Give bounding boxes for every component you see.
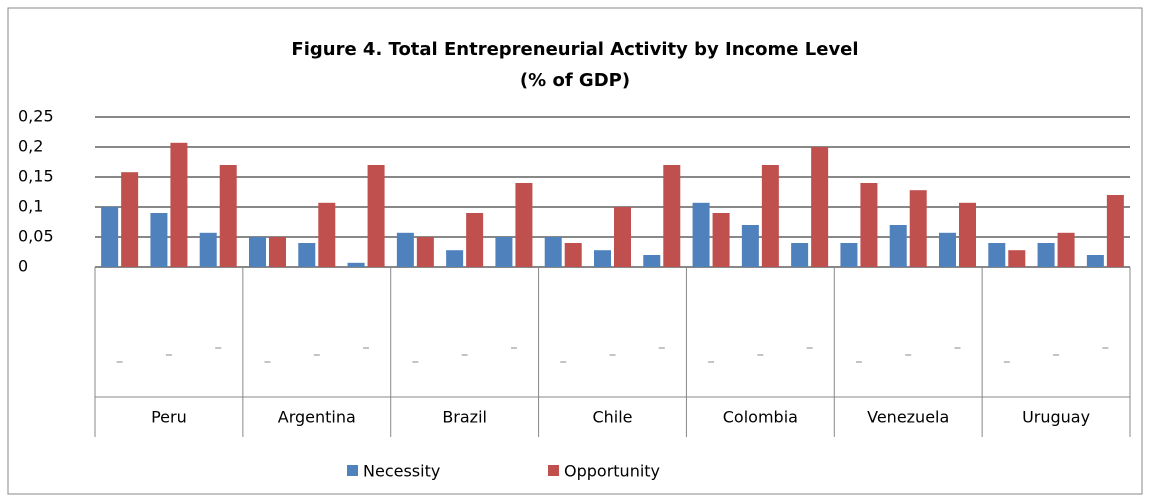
y-tick-label: 0,2	[18, 137, 43, 156]
bar	[199, 232, 217, 267]
bar	[643, 255, 661, 267]
bar	[150, 213, 168, 267]
bar	[791, 243, 809, 267]
y-tick-label: 0,1	[18, 197, 43, 216]
bar	[988, 243, 1006, 267]
bar	[347, 262, 365, 267]
legend-label: Necessity	[363, 462, 440, 481]
bar	[712, 213, 730, 267]
group-label: Uruguay	[1022, 408, 1090, 427]
chart-title: Figure 4. Total Entrepreneurial Activity…	[291, 39, 858, 60]
legend-swatch	[548, 465, 559, 476]
bar	[1057, 232, 1075, 267]
bar	[663, 165, 681, 267]
bar	[614, 207, 631, 267]
bar	[1086, 255, 1104, 267]
y-tick-label: 0	[18, 257, 28, 276]
bar	[860, 183, 878, 267]
bar	[594, 250, 611, 267]
bar	[170, 142, 188, 267]
bar	[564, 243, 582, 267]
group-label: Peru	[151, 408, 187, 427]
group-label: Venezuela	[867, 408, 949, 427]
bar	[396, 232, 414, 267]
bar	[741, 225, 759, 267]
bar	[515, 183, 533, 267]
bar	[466, 213, 484, 267]
bar	[269, 237, 286, 267]
bar	[889, 225, 907, 267]
chart-subtitle: (% of GDP)	[520, 70, 630, 91]
bar	[298, 243, 316, 267]
bar	[101, 207, 119, 267]
bar	[692, 202, 710, 267]
bar	[811, 147, 829, 267]
bar	[1037, 243, 1055, 267]
y-tick-label: 0,05	[18, 227, 54, 246]
legend-swatch	[347, 465, 358, 476]
bar	[495, 237, 513, 267]
bar	[761, 165, 779, 267]
bar	[318, 202, 336, 267]
bar	[1008, 250, 1026, 267]
legend-label: Opportunity	[564, 462, 660, 481]
bar	[367, 165, 385, 267]
bar	[840, 243, 858, 267]
bar	[416, 237, 434, 267]
bar	[446, 250, 464, 267]
bar	[959, 202, 976, 267]
bar	[219, 165, 237, 267]
bar	[121, 172, 139, 267]
group-label: Argentina	[278, 408, 356, 427]
group-label: Colombia	[723, 408, 798, 427]
group-label: Chile	[592, 408, 632, 427]
group-label: Brazil	[442, 408, 487, 427]
y-tick-label: 0,15	[18, 167, 54, 186]
bar	[249, 237, 266, 267]
bar	[909, 190, 927, 267]
y-tick-label: 0,25	[18, 107, 54, 126]
bar	[939, 232, 956, 267]
bar	[1106, 195, 1124, 267]
bar	[544, 237, 562, 267]
